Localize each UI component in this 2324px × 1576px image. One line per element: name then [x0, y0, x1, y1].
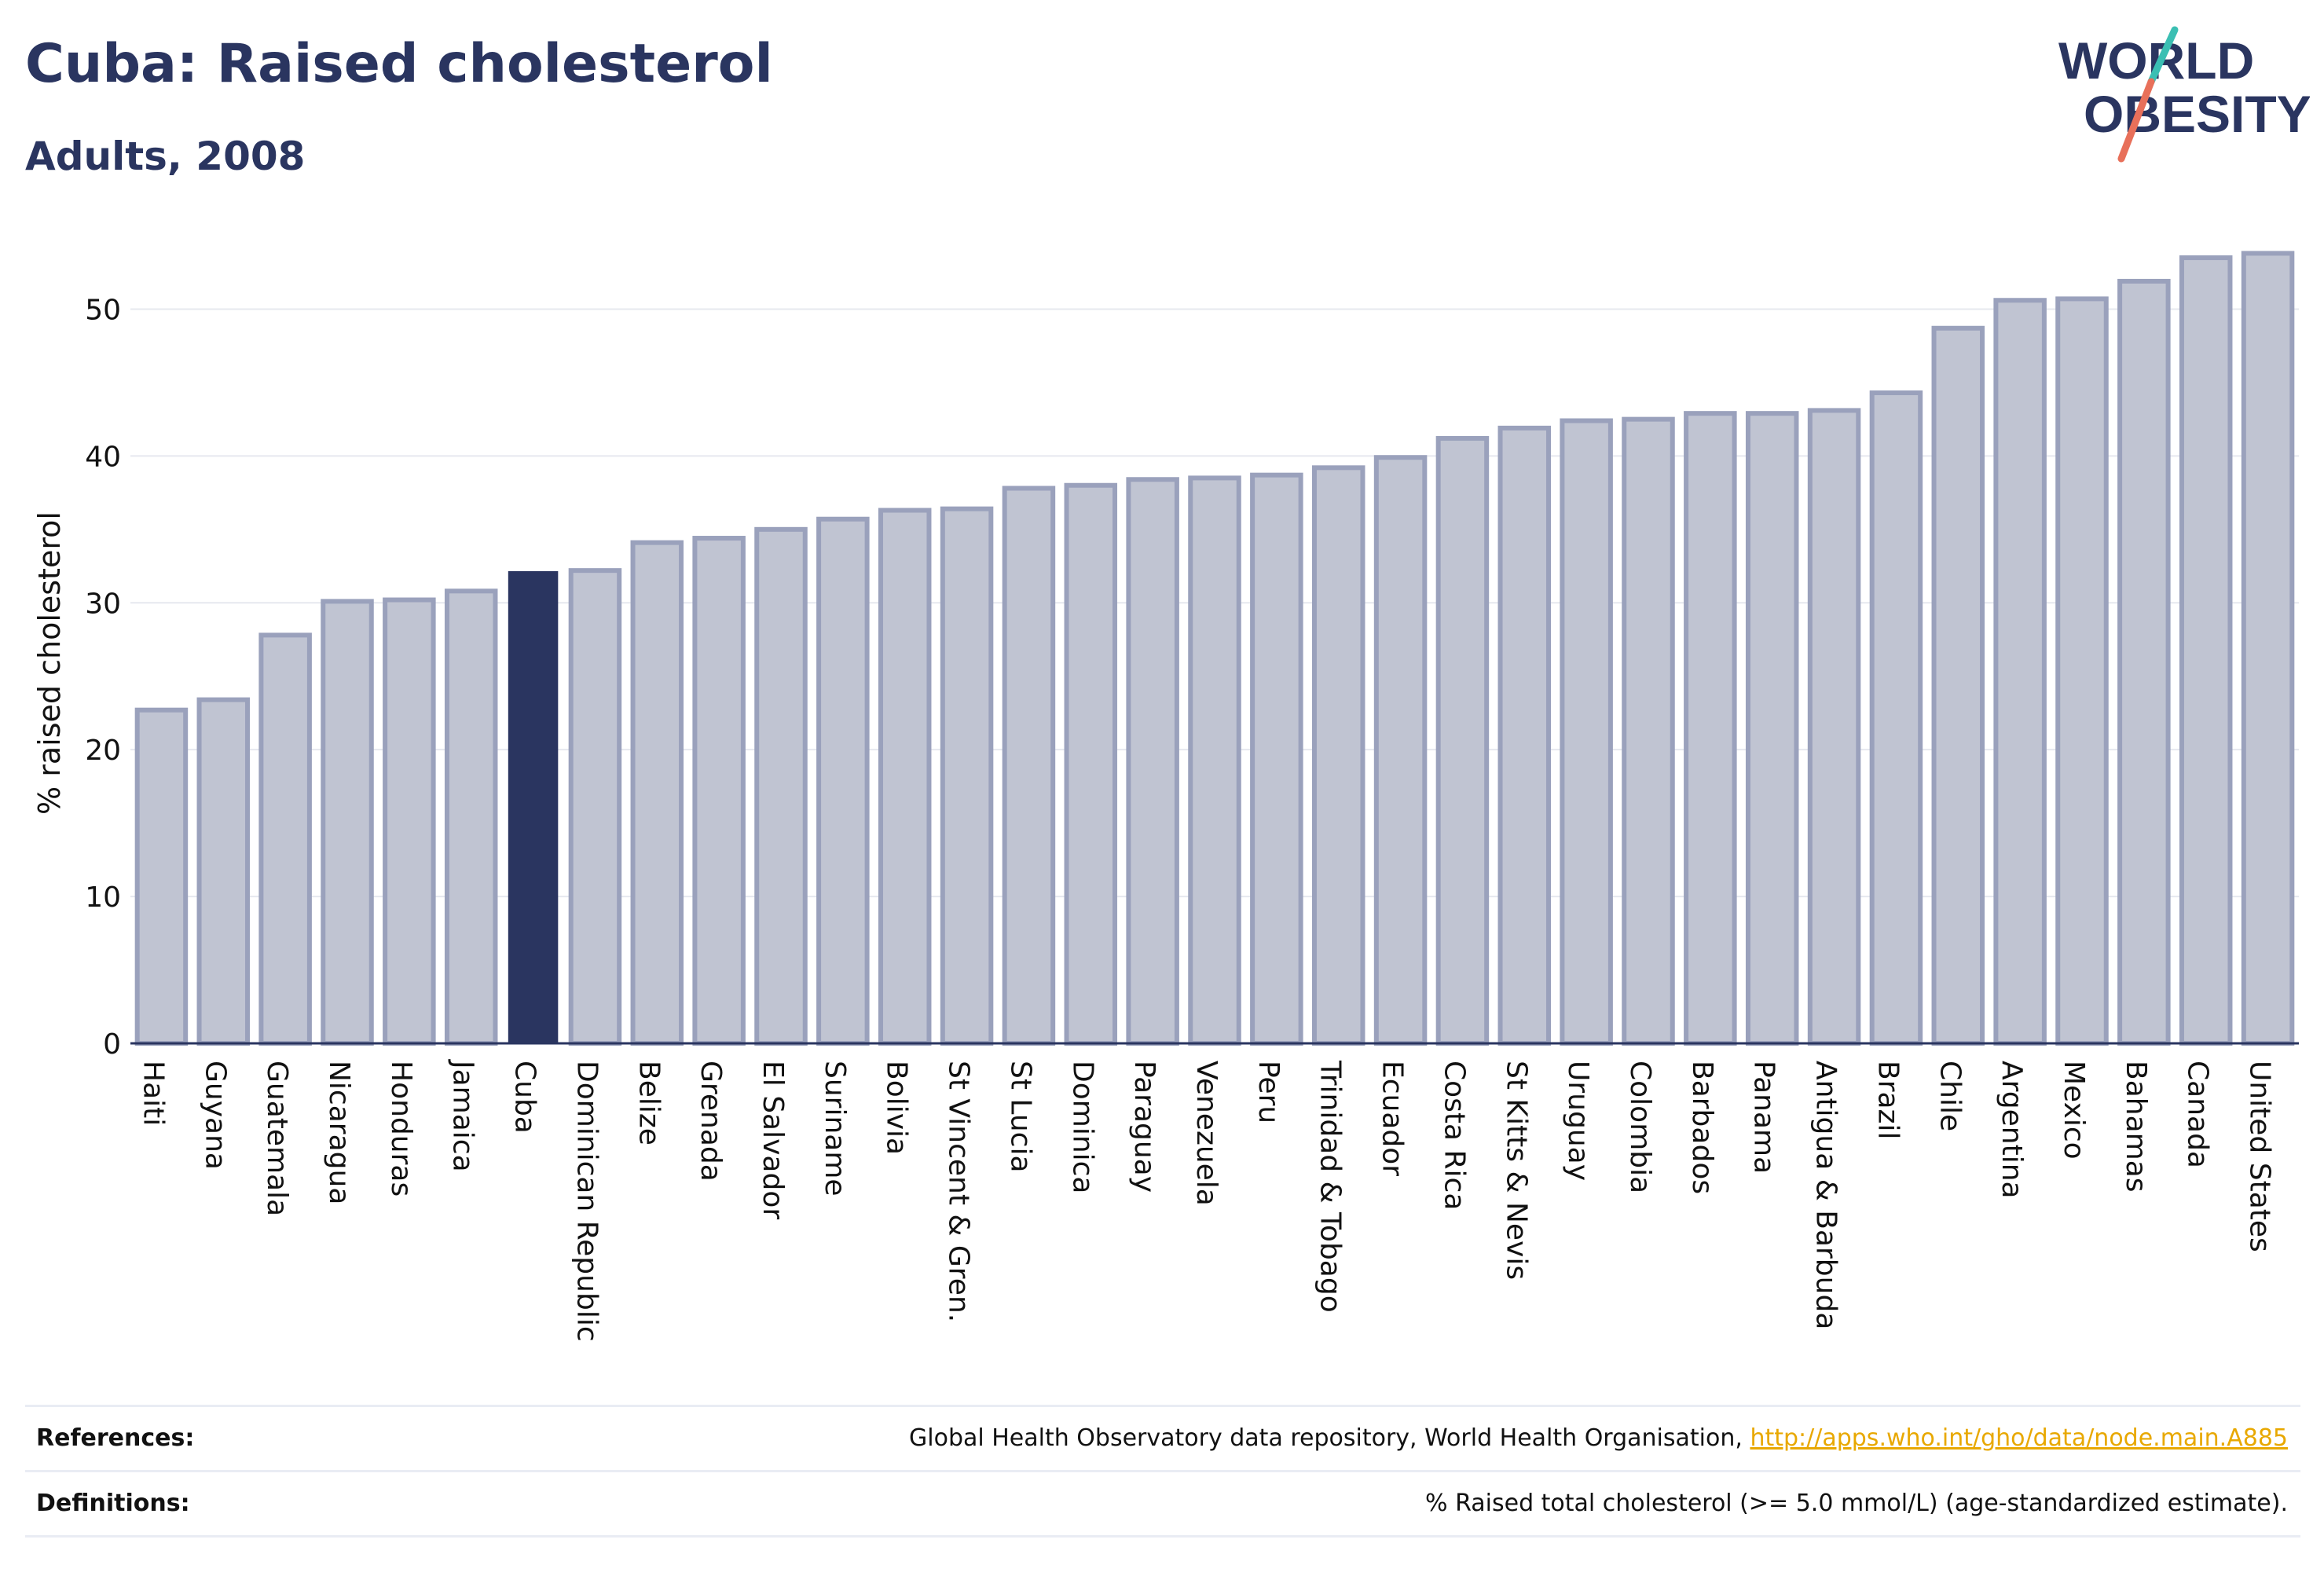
x-tick-label: Dominica: [1066, 1061, 1098, 1194]
bar-st-kitts-nevis: [1497, 425, 1552, 1046]
bar-canada: [2179, 255, 2233, 1046]
x-tick-label: Haiti: [137, 1061, 169, 1126]
y-tick-label: 50: [85, 294, 121, 326]
bar-mexico: [2055, 296, 2109, 1046]
bar-united-states: [2241, 251, 2295, 1046]
x-tick-label: Canada: [2182, 1061, 2214, 1168]
x-tick-label: Grenada: [695, 1061, 727, 1182]
bar-guatemala: [258, 632, 312, 1046]
bar-guyana: [196, 697, 251, 1046]
chart-title: Cuba: Raised cholesterol: [25, 33, 773, 95]
y-axis-label: % raised cholesterol: [32, 511, 67, 815]
bar-costa-rica: [1435, 435, 1490, 1046]
x-tick-label: St Vincent & Gren.: [943, 1061, 975, 1322]
x-tick-label: Mexico: [2058, 1061, 2090, 1160]
bar-nicaragua: [321, 599, 374, 1046]
bar-dominica: [1064, 482, 1118, 1046]
x-tick-label: Argentina: [1996, 1061, 2028, 1199]
bar-chart: 0 10 20 30 40 50 Haiti Guyana Guatemala Nicaragu…: [32, 251, 2299, 1342]
chart-subtitle: Adults, 2008: [25, 134, 306, 179]
x-tick-label: St Kitts & Nevis: [1500, 1061, 1532, 1280]
bar-st-lucia: [1002, 486, 1056, 1046]
x-tick-label: Cuba: [509, 1061, 541, 1134]
bar-belize: [630, 540, 684, 1046]
x-tick-label: United States: [2244, 1061, 2276, 1252]
x-tick-label: Barbados: [1686, 1061, 1718, 1194]
bar-colombia: [1622, 416, 1675, 1046]
x-tick-label: Guatemala: [261, 1061, 293, 1216]
logo-slash-teal: [2147, 26, 2179, 86]
references-link[interactable]: http://apps.who.int/gho/data/node.main.A…: [1750, 1424, 2288, 1452]
y-tick-label: 40: [85, 441, 121, 473]
bar-honduras: [383, 597, 436, 1046]
x-tick-label: El Salvador: [757, 1061, 789, 1219]
bar-panama: [1745, 411, 1799, 1046]
bar-paraguay: [1126, 477, 1179, 1046]
logo-slash-coral: [2117, 78, 2155, 163]
bars: [134, 251, 2295, 1046]
logo-text-world: WORLD: [2058, 31, 2254, 90]
x-tick-label: Honduras: [385, 1061, 417, 1197]
references-label: References:: [36, 1424, 195, 1452]
references-source: Global Health Observatory data repositor…: [909, 1424, 1750, 1452]
x-tick-label: Brazil: [1871, 1061, 1904, 1139]
bar-dominican-republic: [568, 568, 622, 1046]
x-tick-label: Guyana: [199, 1061, 231, 1170]
bar-suriname: [816, 516, 870, 1046]
chart-footer: References: Global Health Observatory da…: [25, 1405, 2300, 1538]
references-text: Global Health Observatory data repositor…: [909, 1424, 2288, 1452]
x-tick-labels: Haiti Guyana Guatemala Nicaragua Honduras Jam…: [137, 1059, 2275, 1342]
x-tick-label: Dominican Republic: [570, 1061, 603, 1342]
bar-venezuela: [1188, 475, 1241, 1046]
bar-brazil: [1869, 390, 1923, 1046]
bar-ecuador: [1373, 455, 1428, 1046]
bar-peru: [1250, 472, 1303, 1046]
bar-jamaica: [444, 588, 498, 1046]
references-row: References: Global Health Observatory da…: [25, 1405, 2300, 1470]
bar-barbados: [1684, 411, 1737, 1046]
x-tick-label: St Lucia: [1004, 1061, 1036, 1173]
x-tick-label: Antigua & Barbuda: [1810, 1061, 1842, 1329]
x-tick-label: Uruguay: [1562, 1061, 1594, 1181]
bar-trinidad-tobago: [1311, 465, 1365, 1046]
x-tick-label: Colombia: [1624, 1061, 1656, 1193]
y-tick-label: 20: [85, 735, 121, 767]
bar-bahamas: [2117, 278, 2171, 1046]
bar-haiti: [134, 707, 189, 1046]
bar-uruguay: [1560, 418, 1613, 1046]
y-tick-label: 10: [85, 881, 121, 914]
y-tick-labels: 0 10 20 30 40 50: [85, 294, 121, 1061]
bar-el-salvador: [754, 526, 808, 1046]
bar-bolivia: [878, 508, 932, 1046]
x-tick-label: Chile: [1934, 1061, 1966, 1131]
bar-argentina: [1993, 298, 2047, 1046]
definitions-text: % Raised total cholesterol (>= 5.0 mmol/…: [1425, 1490, 2288, 1517]
bar-chile: [1931, 325, 1985, 1046]
x-tick-label: Paraguay: [1128, 1061, 1160, 1193]
logo-text-obesity: OBESITY: [2084, 85, 2310, 143]
x-tick-label: Suriname: [819, 1061, 851, 1197]
bar-cuba: [508, 571, 559, 1044]
x-tick-label: Jamaica: [447, 1059, 479, 1172]
y-tick-label: 30: [85, 588, 121, 620]
x-tick-label: Bahamas: [2120, 1061, 2152, 1193]
x-tick-label: Peru: [1252, 1061, 1285, 1123]
world-obesity-logo: WORLD OBESITY: [2058, 26, 2310, 163]
x-tick-label: Venezuela: [1190, 1061, 1222, 1206]
x-tick-label: Bolivia: [881, 1061, 913, 1155]
definitions-label: Definitions:: [36, 1490, 190, 1517]
bar-st-vincent-gren-: [940, 506, 994, 1046]
x-tick-label: Panama: [1748, 1061, 1780, 1174]
x-tick-label: Ecuador: [1376, 1061, 1409, 1176]
bar-grenada: [692, 536, 746, 1046]
x-tick-label: Costa Rica: [1438, 1061, 1470, 1210]
y-tick-label: 0: [103, 1028, 121, 1061]
definitions-row: Definitions: % Raised total cholesterol …: [25, 1470, 2300, 1538]
x-tick-label: Nicaragua: [323, 1061, 355, 1204]
bar-antigua-barbuda: [1807, 408, 1861, 1046]
x-tick-label: Trinidad & Tobago: [1314, 1060, 1347, 1313]
x-tick-label: Belize: [632, 1061, 665, 1145]
